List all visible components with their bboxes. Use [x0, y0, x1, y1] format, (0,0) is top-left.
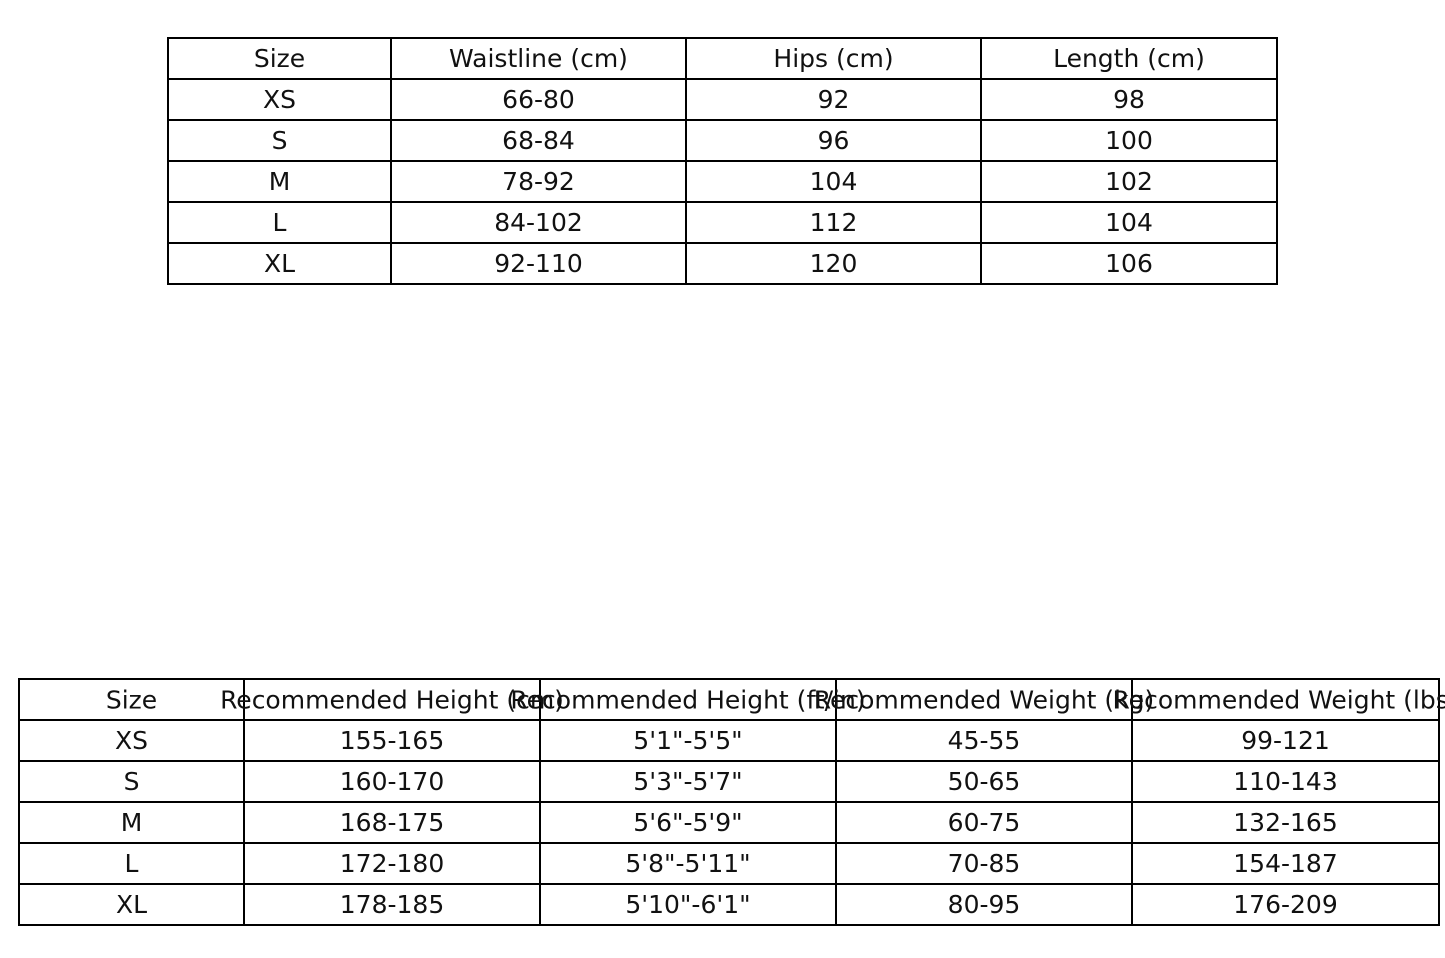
- cell-weight-kg: 80-95: [835, 883, 1133, 926]
- column-header-length: Length (cm): [980, 37, 1278, 80]
- column-header-weight-kg-label: Recommended Weight (kg): [813, 685, 1155, 714]
- cell-size: L: [167, 201, 392, 244]
- cell-height-ftin: 5'10"-6'1": [539, 883, 837, 926]
- cell-hips: 120: [685, 242, 982, 285]
- cell-size: XL: [167, 242, 392, 285]
- column-header-size-label: Size: [105, 685, 158, 714]
- cell-size: S: [167, 119, 392, 162]
- table-row: XL 178-185 5'10"-6'1" 80-95 176-209: [18, 883, 1440, 926]
- cell-height-ftin: 5'8"-5'11": [539, 842, 837, 885]
- size-chart-cm-table: Size Waistline (cm) Hips (cm) Length (cm…: [167, 37, 1278, 285]
- column-header-height-ftin-label: Recommended Height (ft/in): [510, 685, 866, 714]
- table-row: S 160-170 5'3"-5'7" 50-65 110-143: [18, 760, 1440, 803]
- cell-weight-kg: 70-85: [835, 842, 1133, 885]
- column-header-size: Size: [18, 678, 245, 721]
- recommendation-chart-table: Size Recommended Height (cm) Recommended…: [18, 678, 1445, 926]
- column-header-waistline: Waistline (cm): [390, 37, 687, 80]
- cell-weight-lbs: 99-121: [1131, 719, 1440, 762]
- table-row: L 84-102 112 104: [167, 201, 1278, 244]
- cell-weight-lbs: 110-143: [1131, 760, 1440, 803]
- column-header-height-cm-label: Recommended Height (cm): [220, 685, 564, 714]
- cell-weight-kg: 60-75: [835, 801, 1133, 844]
- column-header-weight-lbs-label: Recommended Weight (lbs): [1112, 685, 1445, 714]
- cell-hips: 96: [685, 119, 982, 162]
- table-row: L 172-180 5'8"-5'11" 70-85 154-187: [18, 842, 1440, 885]
- cell-length: 102: [980, 160, 1278, 203]
- cell-size: XS: [18, 719, 245, 762]
- cell-waistline: 68-84: [390, 119, 687, 162]
- cell-weight-lbs: 132-165: [1131, 801, 1440, 844]
- cell-length: 98: [980, 78, 1278, 121]
- cell-waistline: 78-92: [390, 160, 687, 203]
- table-row: M 78-92 104 102: [167, 160, 1278, 203]
- table-row: S 68-84 96 100: [167, 119, 1278, 162]
- column-header-height-ftin: Recommended Height (ft/in): [510, 678, 866, 721]
- column-header-hips: Hips (cm): [685, 37, 982, 80]
- table-header-row: Size Waistline (cm) Hips (cm) Length (cm…: [167, 37, 1278, 80]
- cell-height-ftin: 5'6"-5'9": [539, 801, 837, 844]
- cell-hips: 104: [685, 160, 982, 203]
- column-header-size: Size: [167, 37, 392, 80]
- table-header-row: Size Recommended Height (cm) Recommended…: [18, 678, 1445, 721]
- column-header-weight-kg: Recommended Weight (kg): [814, 678, 1154, 721]
- cell-length: 100: [980, 119, 1278, 162]
- cell-height-ftin: 5'3"-5'7": [539, 760, 837, 803]
- cell-size: XL: [18, 883, 245, 926]
- cell-length: 106: [980, 242, 1278, 285]
- cell-waistline: 92-110: [390, 242, 687, 285]
- cell-weight-kg: 45-55: [835, 719, 1133, 762]
- cell-waistline: 66-80: [390, 78, 687, 121]
- cell-weight-lbs: 154-187: [1131, 842, 1440, 885]
- cell-weight-kg: 50-65: [835, 760, 1133, 803]
- cell-size: S: [18, 760, 245, 803]
- cell-height-ftin: 5'1"-5'5": [539, 719, 837, 762]
- column-header-weight-lbs: Recommended Weight (lbs): [1112, 678, 1445, 721]
- table-row: M 168-175 5'6"-5'9" 60-75 132-165: [18, 801, 1440, 844]
- cell-height-cm: 160-170: [243, 760, 541, 803]
- cell-height-cm: 155-165: [243, 719, 541, 762]
- cell-size: M: [18, 801, 245, 844]
- cell-hips: 92: [685, 78, 982, 121]
- table-row: XS 66-80 92 98: [167, 78, 1278, 121]
- cell-length: 104: [980, 201, 1278, 244]
- cell-hips: 112: [685, 201, 982, 244]
- table-row: XS 155-165 5'1"-5'5" 45-55 99-121: [18, 719, 1440, 762]
- column-header-height-cm: Recommended Height (cm): [220, 678, 564, 721]
- cell-size: XS: [167, 78, 392, 121]
- cell-height-cm: 168-175: [243, 801, 541, 844]
- cell-size: M: [167, 160, 392, 203]
- cell-height-cm: 178-185: [243, 883, 541, 926]
- table-row: XL 92-110 120 106: [167, 242, 1278, 285]
- cell-size: L: [18, 842, 245, 885]
- cell-weight-lbs: 176-209: [1131, 883, 1440, 926]
- cell-height-cm: 172-180: [243, 842, 541, 885]
- cell-waistline: 84-102: [390, 201, 687, 244]
